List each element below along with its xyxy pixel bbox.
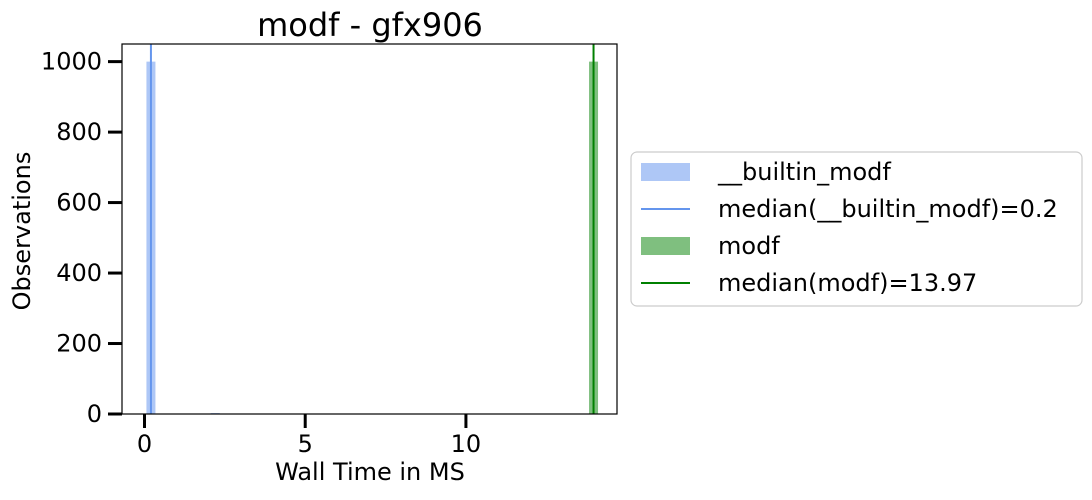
axes-frame: [121, 43, 618, 415]
x-axis-label: Wall Time in MS: [275, 458, 465, 486]
axes: 0 200 400 600 800 1000 0 5 10: [41, 43, 618, 458]
legend-label-0: __builtin_modf: [717, 158, 891, 186]
y-tick-label: 200: [56, 330, 102, 358]
y-axis-label: Observations: [8, 152, 36, 311]
x-tick-label: 5: [298, 430, 313, 458]
legend-swatch-0: [641, 163, 690, 181]
legend-swatch-2: [641, 237, 690, 255]
chart-title: modf - gfx906: [257, 6, 483, 44]
y-tick-label: 0: [87, 400, 102, 428]
y-tick-label: 800: [56, 118, 102, 146]
legend: __builtin_modf median(__builtin_modf)=0.2…: [630, 151, 1083, 307]
x-tick-label: 0: [137, 430, 152, 458]
y-tick-label: 1000: [41, 48, 102, 76]
y-tick-label: 400: [56, 259, 102, 287]
legend-box: [630, 151, 1083, 307]
y-tick-label: 600: [56, 189, 102, 217]
legend-label-1: median(__builtin_modf)=0.2: [718, 195, 1058, 223]
legend-label-3: median(modf)=13.97: [718, 269, 977, 297]
legend-label-2: modf: [718, 232, 780, 260]
plot-area: [146, 44, 599, 415]
x-tick-label: 10: [451, 430, 482, 458]
